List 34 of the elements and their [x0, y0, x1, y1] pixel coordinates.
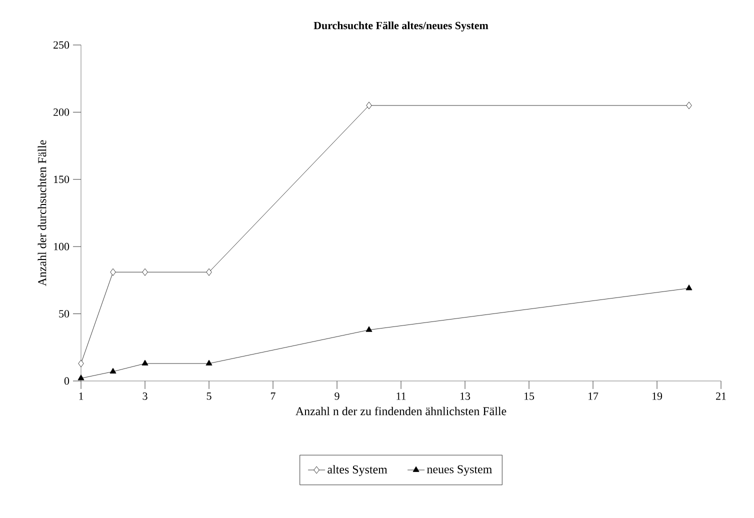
- legend-label: altes System: [328, 465, 388, 476]
- x-tick-label: 17: [588, 392, 598, 400]
- point: [206, 360, 212, 366]
- point: [686, 102, 692, 110]
- x-tick-label: 5: [206, 392, 212, 400]
- x-tick-label: 11: [396, 392, 406, 400]
- x-tick-label: 7: [270, 392, 276, 400]
- legend-label: neues System: [427, 465, 492, 476]
- x-tick-label: 9: [334, 392, 340, 400]
- point: [142, 268, 148, 276]
- y-tick-label: 150: [54, 176, 70, 184]
- point: [78, 374, 84, 380]
- x-tick-label: 15: [524, 392, 534, 400]
- y-tick-label: 250: [54, 41, 70, 49]
- x-axis-title: Anzahl n der zu findenden ähnlichsten Fälle: [296, 406, 506, 416]
- y-tick-label: 100: [54, 242, 70, 250]
- y-tick-label: 0: [64, 377, 70, 385]
- point: [366, 326, 372, 332]
- y-tick-label: 200: [54, 108, 70, 116]
- point: [366, 102, 372, 110]
- x-tick-label: 19: [652, 392, 662, 400]
- y-axis-title: Anzahl der durchsuchten Fälle: [38, 140, 46, 286]
- point: [110, 368, 116, 374]
- chart-title: Durchsuchte Fälle altes/neues System: [314, 22, 488, 32]
- x-tick-label: 21: [716, 392, 726, 400]
- x-tick-label: 3: [142, 392, 148, 400]
- point: [78, 360, 84, 368]
- point: [206, 268, 212, 276]
- point: [686, 284, 692, 290]
- point: [142, 360, 148, 366]
- y-tick-label: 50: [59, 310, 70, 318]
- x-tick-label: 13: [460, 392, 470, 400]
- x-tick-label: 1: [79, 392, 84, 400]
- point: [110, 268, 116, 276]
